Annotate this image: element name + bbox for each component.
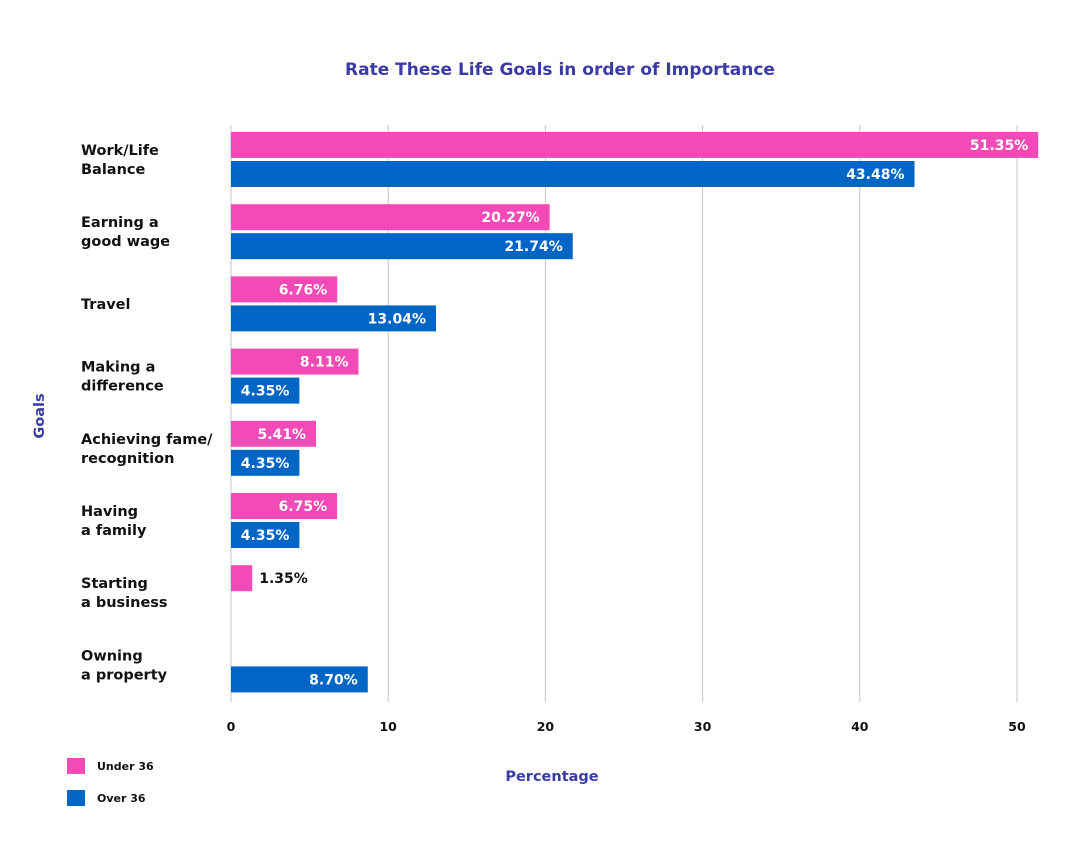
x-tick-label: 30 [694, 719, 712, 734]
bar-value-label: 4.35% [241, 384, 290, 400]
bar-value-label: 4.35% [241, 456, 290, 472]
legend-swatch [67, 758, 85, 774]
legend-label: Under 36 [97, 760, 154, 773]
bar-over-36 [231, 305, 436, 332]
bar-value-label: 13.04% [368, 311, 426, 327]
category-label: recognition [81, 451, 174, 467]
category-label: Travel [81, 297, 131, 313]
bar-value-label: 6.76% [279, 282, 328, 298]
bars: 51.35% 43.48% 20.27% 21.74% 6.76% 13.04% 8.11%… [231, 132, 1039, 693]
bar-value-label: 8.70% [309, 672, 358, 688]
x-tick-label: 10 [379, 719, 397, 734]
category-label: Achieving fame/ [81, 432, 213, 448]
category-label: Earning a [81, 215, 159, 231]
bar-under-36 [231, 204, 550, 231]
x-tick-label: 0 [227, 719, 236, 734]
category-label: a property [81, 667, 168, 683]
x-tick-label: 50 [1008, 719, 1026, 734]
bar-under-36 [231, 493, 338, 519]
bar-over-36 [231, 666, 368, 693]
legend: Under 36 Over 36 [67, 758, 154, 806]
bar-value-label: 1.35% [259, 571, 308, 587]
category-label: a family [81, 523, 147, 539]
bar-value-label: 20.27% [481, 210, 539, 226]
chart-title: Rate These Life Goals in order of Import… [345, 60, 775, 80]
bar-under-36 [231, 348, 359, 375]
bar-value-label: 43.48% [846, 167, 904, 183]
x-axis-ticks: 0 10 20 30 40 50 [227, 719, 1026, 734]
bar-value-label: 51.35% [970, 138, 1028, 154]
bar-under-36 [231, 132, 1039, 158]
bar-over-36 [231, 233, 573, 260]
legend-label: Over 36 [97, 792, 146, 805]
bar-value-label: 4.35% [241, 528, 290, 544]
bar-over-36 [231, 377, 300, 404]
bar-under-36 [231, 276, 338, 303]
legend-swatch [67, 790, 85, 806]
x-axis-title: Percentage [505, 769, 598, 785]
x-tick-label: 20 [537, 719, 555, 734]
bar-over-36 [231, 522, 300, 548]
x-tick-label: 40 [851, 719, 869, 734]
category-labels: Work/Life Balance Earning a good wage Travel… [81, 143, 213, 683]
category-label: Work/Life [81, 143, 159, 159]
category-label: Balance [81, 162, 146, 178]
category-label: Owning [81, 648, 143, 664]
bar-value-label: 8.11% [300, 355, 349, 371]
bar-under-36 [231, 420, 317, 447]
bar-value-label: 5.41% [257, 427, 306, 443]
bar-under-36 [231, 565, 253, 592]
category-label: good wage [81, 234, 170, 250]
bar-value-label: 6.75% [279, 499, 328, 515]
y-axis-title: Goals [32, 393, 48, 438]
category-label: Having [81, 504, 138, 520]
category-label: difference [81, 379, 164, 395]
category-label: Starting [81, 576, 148, 592]
category-label: a business [81, 595, 168, 611]
bar-over-36 [231, 161, 915, 187]
bar-over-36 [231, 449, 300, 476]
category-label: Making a [81, 360, 155, 376]
bar-value-label: 21.74% [504, 239, 562, 255]
